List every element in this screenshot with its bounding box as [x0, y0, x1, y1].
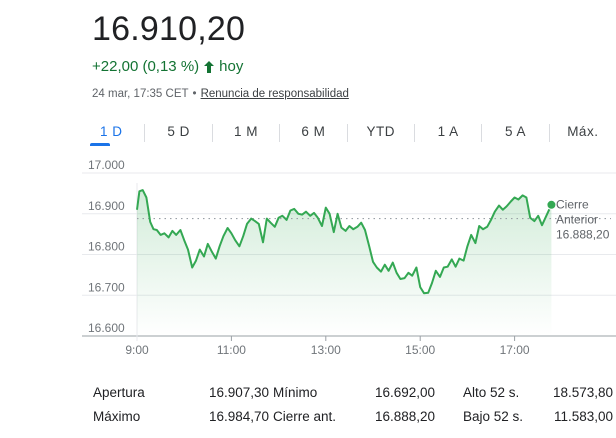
- stat-label-52w-low: Bajo 52 s.: [463, 408, 524, 424]
- stat-value-52w-high: 18.573,80: [552, 384, 613, 400]
- x-tick-label: 17:00: [500, 343, 530, 357]
- stats-table: Apertura 16.907,30 Mínimo 16.692,00 Alto…: [93, 380, 616, 428]
- tab-6m[interactable]: 6 M: [301, 124, 326, 139]
- price-change: +22,00 (0,13 %) hoy: [92, 58, 243, 75]
- previous-close-label: Cierre: [556, 198, 589, 212]
- stats-row: Máximo 16.984,70 Cierre ant. 16.888,20 B…: [93, 404, 616, 428]
- stat-label-high: Máximo: [93, 408, 141, 424]
- tab-divider: [413, 124, 415, 142]
- y-tick-label: 16.900: [88, 199, 125, 213]
- y-tick-label: 16.800: [88, 240, 125, 254]
- stat-value-open: 16.907,30: [208, 384, 269, 400]
- x-tick-label: 15:00: [405, 343, 435, 357]
- tab-1a[interactable]: 1 A: [437, 124, 459, 139]
- tab-ytd[interactable]: YTD: [366, 124, 395, 139]
- stats-row: Apertura 16.907,30 Mínimo 16.692,00 Alto…: [93, 380, 616, 404]
- meta-separator: •: [192, 88, 197, 100]
- stat-label-open: Apertura: [93, 384, 145, 400]
- tab-5a[interactable]: 5 A: [504, 124, 526, 139]
- stat-label-low: Mínimo: [273, 384, 318, 400]
- tab-divider: [481, 124, 483, 142]
- stat-value-high: 16.984,70: [208, 408, 269, 424]
- disclaimer-link[interactable]: Renuncia de responsabilidad: [200, 88, 349, 100]
- tab-5d[interactable]: 5 D: [167, 124, 190, 139]
- tab-1m[interactable]: 1 M: [233, 124, 258, 139]
- last-price-dot: [546, 199, 557, 210]
- range-tabs: 1 D 5 D 1 M 6 M YTD 1 A 5 A Máx.: [78, 118, 616, 148]
- x-tick-label: 11:00: [217, 343, 246, 357]
- stat-value-low: 16.692,00: [374, 384, 435, 400]
- y-tick-label: 16.700: [88, 280, 125, 294]
- x-tick-label: 9:00: [125, 343, 149, 357]
- tab-divider: [279, 124, 281, 142]
- y-tick-label: 16.600: [88, 321, 125, 335]
- stat-label-52w-high: Alto 52 s.: [463, 384, 520, 400]
- stat-label-prev-close: Cierre ant.: [273, 408, 337, 424]
- timestamp: 24 mar, 17:35 CET: [92, 88, 189, 100]
- y-tick-label: 17.000: [88, 158, 125, 172]
- arrow-up-icon: [204, 60, 215, 73]
- current-price: 16.910,20: [92, 10, 246, 48]
- tab-divider: [144, 124, 146, 142]
- tab-divider: [211, 124, 213, 142]
- stat-value-prev-close: 16.888,20: [374, 408, 435, 424]
- change-period: hoy: [219, 58, 244, 75]
- change-value: +22,00 (0,13 %): [92, 58, 200, 75]
- price-line: [136, 189, 553, 295]
- tab-divider: [548, 124, 550, 142]
- tab-max[interactable]: Máx.: [567, 124, 599, 139]
- tab-divider: [346, 124, 348, 142]
- tab-1d[interactable]: 1 D: [78, 120, 144, 146]
- x-tick-label: 13:00: [311, 343, 341, 357]
- previous-close-value: 16.888,20: [556, 228, 610, 242]
- price-area: [137, 190, 552, 336]
- stat-value-52w-low: 11.583,00: [553, 408, 613, 424]
- quote-meta: 24 mar, 17:35 CET • Renuncia de responsa…: [92, 88, 349, 100]
- previous-close-label: Anterior: [556, 213, 598, 227]
